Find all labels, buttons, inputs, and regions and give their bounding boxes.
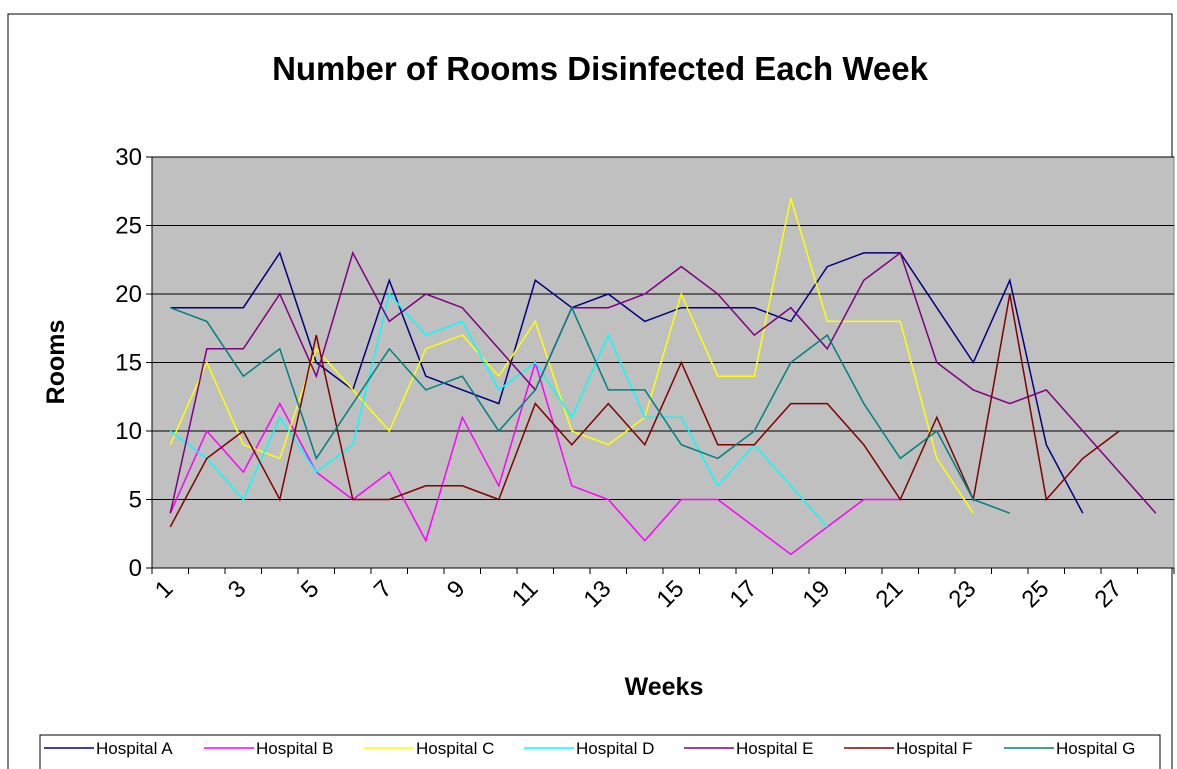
x-axis-title: Weeks: [625, 673, 704, 701]
series-line: [170, 305, 1011, 514]
series-line: [169, 292, 828, 528]
y-tick-label: 15: [115, 350, 142, 377]
legend-box: [39, 734, 1161, 769]
y-tick-label: 20: [115, 281, 142, 308]
y-tick-label: 0: [129, 555, 142, 582]
legend-label: Hospital B: [256, 739, 333, 758]
series-line: [169, 293, 1120, 528]
legend-label: Hospital C: [416, 739, 494, 758]
legend-label: Hospital G: [1056, 739, 1135, 758]
legend-label: Hospital D: [576, 739, 654, 758]
y-tick-label: 30: [115, 144, 142, 171]
legend-label: Hospital A: [96, 739, 173, 758]
y-axis-title: Rooms: [42, 320, 70, 405]
legend-label: Hospital E: [736, 739, 813, 758]
series-line: [170, 251, 1084, 514]
chart-title: Number of Rooms Disinfected Each Week: [272, 50, 929, 87]
legend-label: Hospital F: [896, 739, 973, 758]
y-tick-label: 5: [129, 487, 142, 514]
y-tick-label: 25: [115, 213, 142, 240]
y-tick-label: 10: [115, 418, 142, 445]
series-line: [169, 197, 974, 514]
